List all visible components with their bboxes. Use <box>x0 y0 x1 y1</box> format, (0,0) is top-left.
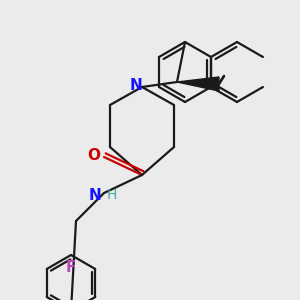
Text: F: F <box>66 260 76 274</box>
Polygon shape <box>177 77 219 91</box>
Text: N: N <box>130 77 142 92</box>
Text: N: N <box>88 188 101 202</box>
Text: O: O <box>88 148 100 163</box>
Text: H: H <box>107 188 117 202</box>
